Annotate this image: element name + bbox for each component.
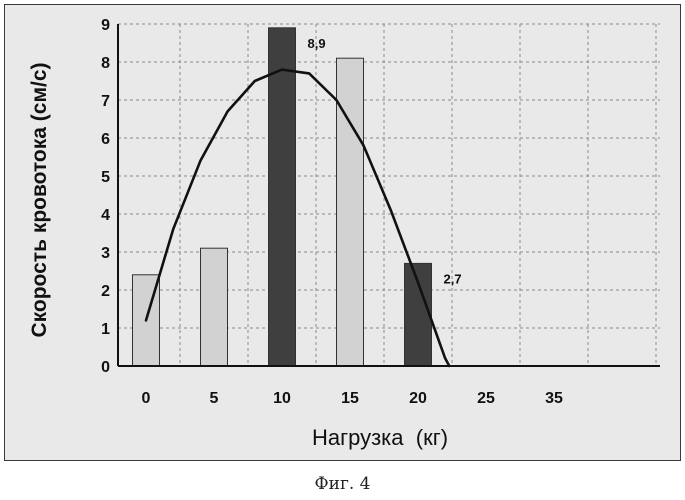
bar-5 — [201, 248, 228, 366]
trendline — [146, 70, 449, 366]
data-label: 2,7 — [444, 271, 462, 286]
x-tick-label: 0 — [142, 390, 151, 407]
x-tick-label: 10 — [273, 390, 291, 407]
y-axis-title: Скорость кровотока (см/с) — [28, 63, 51, 338]
y-tick-label: 7 — [101, 93, 110, 110]
bar-15 — [337, 58, 364, 366]
x-tick-label: 5 — [210, 390, 219, 407]
y-tick-label: 8 — [101, 55, 110, 72]
y-tick-label: 2 — [101, 283, 110, 300]
x-tick-label: 15 — [341, 390, 359, 407]
data-label: 8,9 — [308, 36, 326, 51]
y-tick-label: 5 — [101, 169, 110, 186]
x-tick-label: 20 — [409, 390, 427, 407]
y-tick-label: 3 — [101, 245, 110, 262]
bars — [133, 28, 432, 366]
axes — [118, 24, 660, 366]
y-tick-label: 4 — [101, 207, 110, 224]
x-axis-title: Нагрузка (кг) — [312, 425, 448, 450]
bar-10 — [269, 28, 296, 366]
y-tick-label: 6 — [101, 131, 110, 148]
y-tick-label: 0 — [101, 359, 110, 376]
trendline-layer — [146, 70, 449, 366]
x-tick-label: 35 — [545, 390, 563, 407]
figure-caption: Фиг. 4 — [0, 474, 685, 494]
y-tick-label: 9 — [101, 17, 110, 34]
labels: 0 1 2 3 4 5 6 7 8 9 0 5 10 15 20 25 35 8,9 2,7 — [101, 17, 563, 407]
y-tick-label: 1 — [101, 321, 110, 338]
x-tick-label: 25 — [477, 390, 495, 407]
grid — [118, 24, 660, 366]
